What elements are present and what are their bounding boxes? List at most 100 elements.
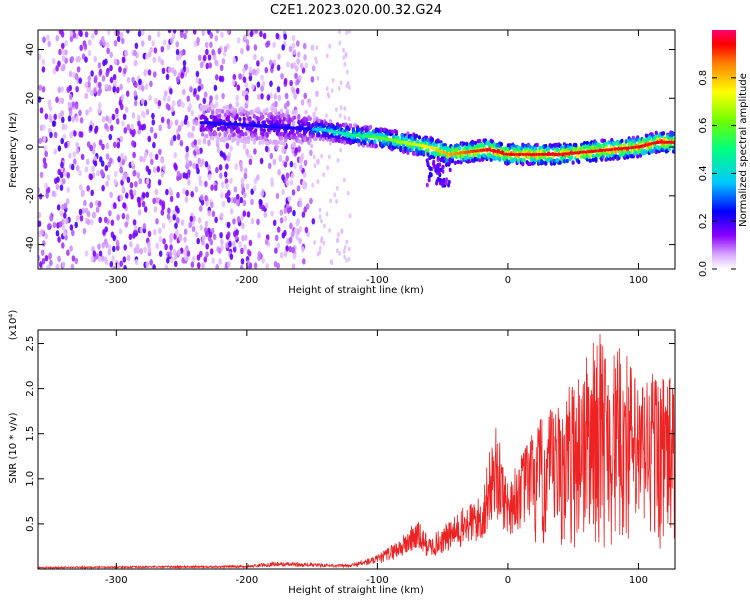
heatmap-cell <box>335 186 339 191</box>
heatmap-cell <box>282 142 286 147</box>
heatmap-cell <box>322 240 326 246</box>
heatmap-cell <box>145 108 150 116</box>
heatmap-cell <box>348 30 351 34</box>
heatmap-cell <box>142 192 146 199</box>
heatmap-cell <box>233 186 238 193</box>
heatmap-cell <box>209 131 213 137</box>
heatmap-cell <box>151 40 155 47</box>
heatmap-cell <box>276 64 281 71</box>
heatmap-cell <box>269 80 273 87</box>
heatmap-cell <box>191 125 196 132</box>
heatmap-cell <box>209 41 213 48</box>
heatmap-cell <box>653 143 657 149</box>
heatmap-cell <box>94 127 98 134</box>
heatmap-cell <box>236 193 240 201</box>
heatmap-cell <box>109 261 114 268</box>
heatmap-cell <box>192 30 197 35</box>
heatmap-cell <box>98 139 103 146</box>
snr-xtick-label: 0 <box>505 575 511 586</box>
heatmap-cell <box>224 126 228 132</box>
heatmap-cell <box>165 103 170 110</box>
heatmap-cell <box>301 122 305 127</box>
heatmap-cell <box>249 30 254 38</box>
heatmap-cell <box>133 49 137 57</box>
heatmap-cell <box>72 32 77 39</box>
heatmap-cell <box>638 153 643 158</box>
heatmap-cell <box>396 135 400 140</box>
heatmap-cell <box>281 147 285 154</box>
heatmap-cell <box>157 55 162 63</box>
heatmap-cell <box>450 158 454 164</box>
heatmap-cell <box>129 182 134 189</box>
heatmap-cell <box>196 167 200 175</box>
heatmap-cell <box>322 172 325 178</box>
heatmap-cell <box>101 242 105 249</box>
heatmap-cell <box>216 136 220 141</box>
heatmap-cell <box>190 191 194 198</box>
heatmap-cell <box>562 155 567 161</box>
heatmap-cell <box>445 162 448 167</box>
heatmap-cell <box>208 231 213 238</box>
heatmap-cell <box>182 88 186 96</box>
heatmap-cell <box>199 147 203 154</box>
heatmap-cell <box>422 150 426 155</box>
heatmap-cell <box>287 123 291 128</box>
heatmap-cell <box>266 40 271 47</box>
heatmap-cell <box>156 166 161 173</box>
heatmap-cell <box>75 115 79 123</box>
heatmap-cell <box>90 256 94 263</box>
heatmap-cell <box>260 74 264 82</box>
heatmap-cell <box>512 144 516 149</box>
heatmap-cell <box>131 76 135 84</box>
heatmap-cell <box>149 126 154 134</box>
heatmap-cell <box>425 182 429 188</box>
heatmap-cell <box>221 201 226 208</box>
heatmap-cell <box>221 109 225 114</box>
heatmap-cell <box>218 247 222 254</box>
heatmap-cell <box>231 106 235 111</box>
heatmap-cell <box>58 30 63 35</box>
heatmap-cell <box>108 133 113 141</box>
heatmap-cell <box>53 148 57 155</box>
heatmap-cell <box>205 243 209 250</box>
heatmap-cell <box>115 107 119 115</box>
heatmap-cell <box>60 110 64 117</box>
heatmap-cell <box>107 84 112 92</box>
heatmap-cell <box>207 173 212 180</box>
heatmap-cell <box>174 260 178 267</box>
heatmap-cell <box>76 66 81 73</box>
heatmap-cell <box>528 161 532 167</box>
heatmap-cell <box>57 60 61 67</box>
heatmap-cell <box>51 190 56 197</box>
heatmap-cell <box>137 83 142 91</box>
heatmap-cell <box>284 129 288 134</box>
heatmap-cell <box>113 202 117 209</box>
heatmap-cell <box>51 120 56 127</box>
heatmap-cell <box>248 66 253 74</box>
heatmap-cell <box>97 243 101 250</box>
heatmap-cell <box>296 58 300 65</box>
heatmap-cell <box>337 232 340 238</box>
heatmap-cell <box>283 229 287 237</box>
heatmap-cell <box>331 78 335 83</box>
spectrogram-xlabel: Height of straight line (km) <box>288 285 424 296</box>
snr-xtick-label: 100 <box>629 575 648 586</box>
heatmap-cell <box>212 104 216 109</box>
heatmap-cell <box>64 40 68 47</box>
heatmap-cell <box>65 217 69 225</box>
heatmap-cell <box>223 154 227 161</box>
heatmap-cell <box>292 253 297 260</box>
heatmap-cell <box>325 113 328 118</box>
heatmap-cell <box>276 226 281 233</box>
heatmap-cell <box>270 180 275 187</box>
heatmap-cell <box>278 121 282 127</box>
snr-xtick-label: -100 <box>366 575 389 586</box>
heatmap-cell <box>70 163 75 171</box>
heatmap-cell <box>504 146 508 151</box>
heatmap-cell <box>120 103 124 111</box>
heatmap-cell <box>436 139 440 144</box>
heatmap-cell <box>204 220 209 228</box>
heatmap-cell <box>246 44 250 52</box>
heatmap-cell <box>315 90 319 98</box>
heatmap-cell <box>394 129 398 135</box>
